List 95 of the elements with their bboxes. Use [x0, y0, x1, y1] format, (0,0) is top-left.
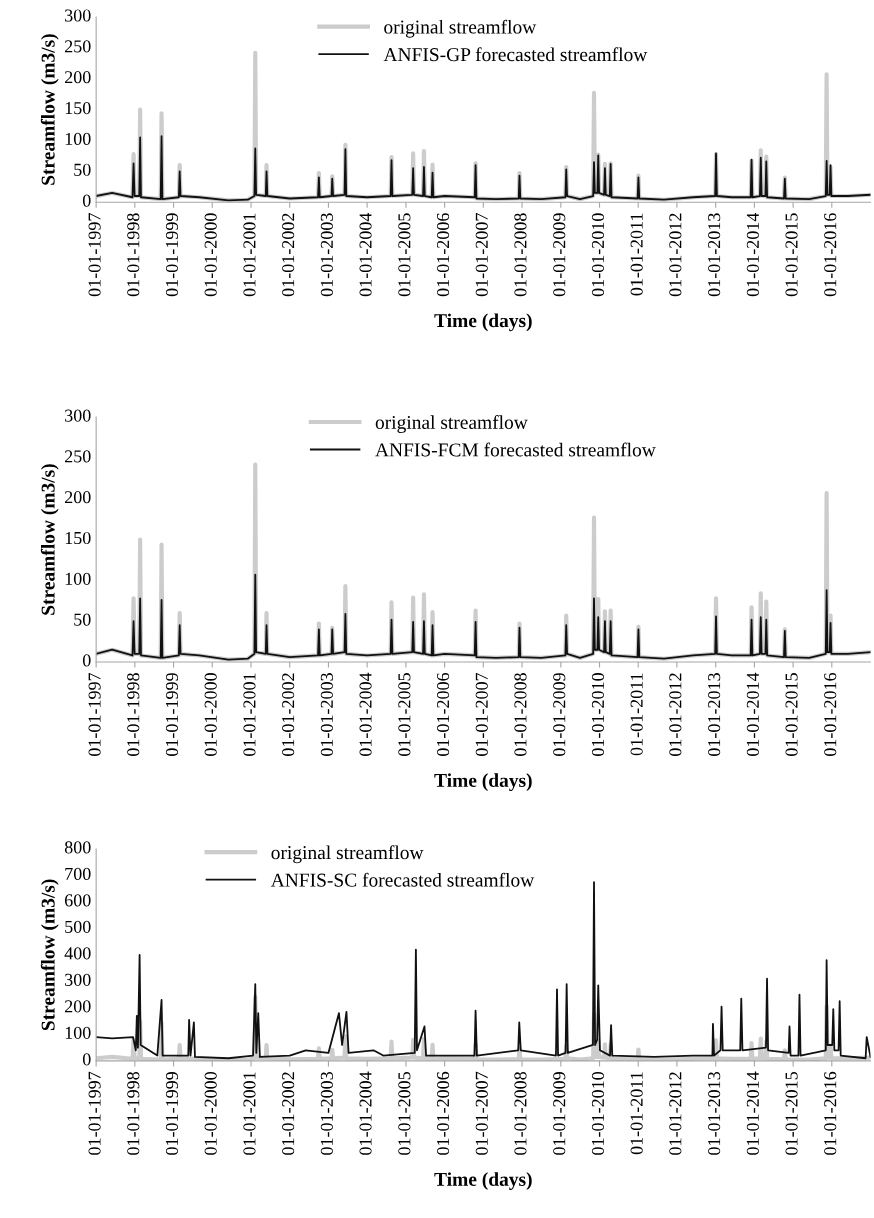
y-tick-label: 250	[64, 450, 91, 463]
y-tick-label: 0	[82, 194, 91, 207]
x-tick-label: 01-01-2011	[630, 673, 643, 756]
y-tick-label: 250	[64, 40, 91, 53]
y-tick-label: 300	[65, 973, 91, 986]
y-tick-label: 600	[64, 894, 91, 907]
y-tick-label: 400	[64, 947, 91, 960]
x-tick-label: 01-01-2012	[669, 213, 682, 297]
x-tick-label: 01-01-1998	[127, 673, 140, 756]
x-tick-label: 01-01-2010	[591, 213, 605, 297]
x-tick-label: 01-01-2003	[320, 1072, 333, 1155]
x-tick-label: 01-01-2008	[514, 673, 527, 756]
x-tick-label: 01-01-2016	[824, 1071, 837, 1155]
x-tick-label: 01-01-2005	[398, 213, 411, 297]
y-axis-title: Streamflow (m3/s)	[40, 34, 59, 185]
y-tick-label: 100	[65, 572, 91, 585]
x-tick-label: 01-01-2014	[746, 212, 759, 297]
y-axis-title: Streamflow (m3/s)	[40, 464, 59, 615]
y-tick-label: 100	[65, 1026, 91, 1039]
x-tick-label: 01-01-2014	[746, 672, 759, 756]
x-tick-label: 01-01-2010	[591, 673, 605, 756]
x-tick-label: 01-01-2015	[785, 213, 798, 297]
x-tick-label: 01-01-2013	[708, 673, 721, 756]
y-axis-title: Streamflow (m3/s)	[40, 879, 59, 1031]
y-tick-label: 150	[65, 531, 91, 545]
legend-label: ANFIS-GP forecasted streamflow	[383, 47, 648, 62]
y-tick-label: 50	[74, 613, 91, 626]
x-tick-label: 01-01-2013	[708, 1072, 721, 1155]
legend-label: original streamflow	[384, 19, 537, 38]
y-tick-label: 50	[74, 163, 91, 176]
y-tick-label: 300	[65, 9, 91, 22]
x-tick-label: 01-01-2006	[436, 1071, 450, 1155]
x-tick-label: 01-01-1997	[88, 1071, 101, 1155]
x-tick-label: 01-01-1997	[88, 672, 101, 756]
x-tick-label: 01-01-1998	[127, 1071, 140, 1155]
legend-label: original streamflow	[375, 415, 528, 433]
y-tick-label: 300	[65, 409, 91, 422]
x-tick-label: 01-01-2008	[514, 213, 527, 297]
x-tick-label: 01-01-2006	[436, 213, 450, 297]
y-tick-label: 800	[64, 841, 91, 854]
x-tick-label: 01-01-2011	[630, 213, 643, 296]
x-tick-label: 01-01-2003	[320, 673, 333, 756]
x-axis-title: Time (days)	[434, 1172, 532, 1190]
x-tick-label: 01-01-2005	[398, 1072, 411, 1155]
legend-label: ANFIS-SC forecasted streamflow	[270, 872, 535, 887]
x-tick-label: 01-01-2001	[243, 1072, 256, 1155]
x-tick-label: 01-01-2015	[785, 673, 798, 756]
x-tick-label: 01-01-2002	[282, 673, 295, 756]
y-tick-label: 0	[82, 1053, 91, 1066]
x-axis-title: Time (days)	[434, 773, 532, 791]
x-tick-label: 01-01-1997	[88, 213, 101, 297]
x-tick-label: 01-01-2000	[204, 1071, 217, 1155]
x-tick-label: 01-01-2007	[475, 213, 488, 297]
y-tick-label: 200	[64, 491, 91, 504]
legend-label: ANFIS-FCM forecasted streamflow	[375, 442, 656, 457]
x-tick-label: 01-01-1998	[127, 213, 140, 297]
x-tick-label: 01-01-1999	[165, 673, 179, 756]
x-tick-label: 01-01-2006	[436, 672, 450, 756]
x-tick-label: 01-01-2015	[785, 1072, 798, 1155]
x-axis-title: Time (days)	[434, 313, 532, 332]
x-tick-label: 01-01-2008	[514, 1071, 527, 1155]
x-tick-label: 01-01-2010	[591, 1071, 605, 1155]
x-tick-label: 01-01-2007	[475, 672, 488, 756]
x-tick-label: 01-01-2004	[359, 1071, 372, 1155]
x-tick-label: 01-01-2002	[282, 1072, 295, 1155]
x-tick-label: 01-01-2007	[475, 1071, 488, 1155]
y-tick-label: 700	[65, 867, 91, 880]
legend-label: original streamflow	[271, 845, 424, 864]
y-tick-label: 200	[64, 71, 91, 84]
y-tick-label: 0	[82, 654, 91, 667]
y-tick-label: 500	[65, 920, 91, 933]
x-tick-label: 01-01-2016	[824, 213, 837, 297]
x-tick-label: 01-01-2009	[553, 1072, 566, 1155]
x-tick-label: 01-01-1999	[165, 213, 179, 297]
x-tick-label: 01-01-2014	[746, 1071, 759, 1155]
y-tick-label: 150	[65, 101, 91, 115]
x-tick-label: 01-01-2012	[669, 673, 682, 756]
x-tick-label: 01-01-2009	[553, 213, 566, 297]
x-tick-label: 01-01-2001	[243, 673, 256, 756]
x-tick-label: 01-01-2002	[282, 213, 295, 297]
x-tick-label: 01-01-2001	[243, 213, 256, 297]
y-tick-label: 200	[64, 1000, 91, 1013]
x-tick-label: 01-01-2004	[359, 672, 372, 756]
x-tick-label: 01-01-2005	[398, 673, 411, 756]
x-tick-label: 01-01-2000	[204, 213, 217, 297]
x-tick-label: 01-01-2012	[669, 1072, 682, 1155]
x-tick-label: 01-01-2011	[630, 1072, 643, 1155]
x-tick-label: 01-01-2016	[824, 672, 837, 756]
y-tick-label: 100	[65, 132, 91, 145]
x-tick-label: 01-01-2009	[553, 673, 566, 756]
x-tick-label: 01-01-2004	[359, 212, 372, 297]
x-tick-label: 01-01-2000	[204, 673, 217, 756]
x-tick-label: 01-01-2013	[708, 213, 721, 297]
x-tick-label: 01-01-2003	[320, 213, 333, 297]
x-tick-label: 01-01-1999	[165, 1072, 179, 1155]
